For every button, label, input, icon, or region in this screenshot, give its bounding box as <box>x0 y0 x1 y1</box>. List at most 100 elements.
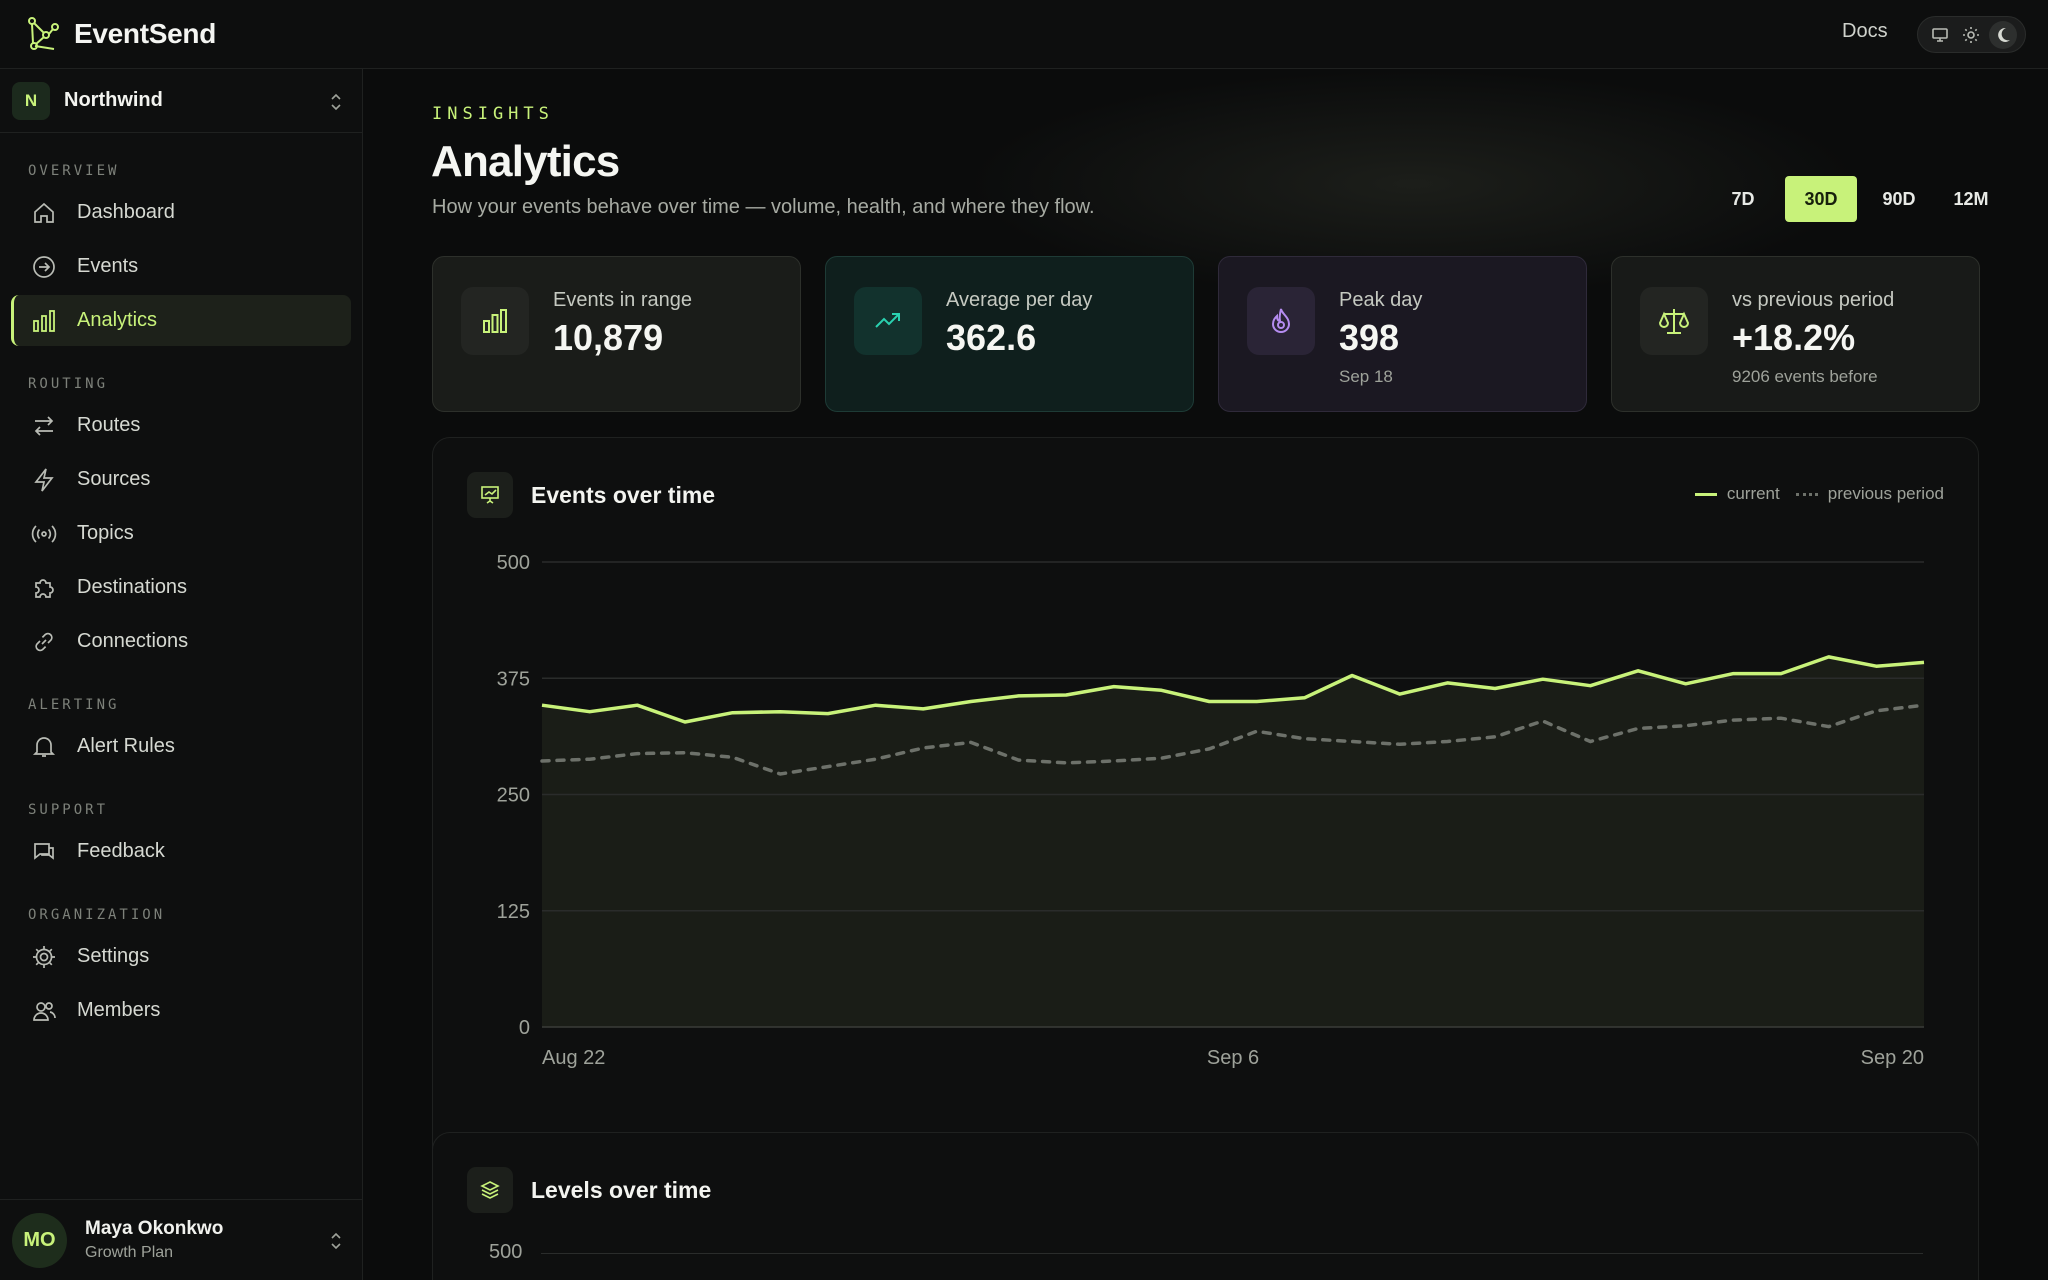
theme-switch[interactable] <box>1917 16 2026 53</box>
nav-section-alerting: ALERTING Alert Rules <box>0 697 362 772</box>
stat-label: Average per day <box>946 289 1093 311</box>
legend-swatch-previous <box>1795 492 1818 496</box>
sidebar-item-label: Alert Rules <box>77 735 175 757</box>
x-tick-label: Sep 20 <box>1861 1047 1924 1069</box>
presentation-chart-icon <box>467 472 513 518</box>
series-line-previous <box>540 703 1926 776</box>
page-eyebrow: INSIGHTS <box>432 104 554 124</box>
bar-chart-icon <box>461 287 529 355</box>
levels-over-time-card: Levels over time 500 <box>432 1132 1979 1280</box>
bell-icon <box>32 736 56 757</box>
sidebar-item-analytics[interactable]: Analytics <box>11 295 351 346</box>
puzzle-icon <box>35 578 54 598</box>
sidebar-item-label: Routes <box>77 414 141 436</box>
sidebar-item-label: Dashboard <box>77 201 175 223</box>
sun-icon[interactable] <box>1957 21 1985 49</box>
range-tab-12m[interactable]: 12M <box>1953 188 1989 209</box>
flame-icon <box>1247 287 1315 355</box>
bolt-icon <box>34 467 54 492</box>
sidebar-item-connections[interactable]: Connections <box>11 616 351 667</box>
stat-value: 398 <box>1339 317 1400 358</box>
stat-subtext: 9206 events before <box>1732 367 1878 386</box>
stat-card-peak-day: Peak day 398 Sep 18 <box>1218 256 1587 412</box>
sidebar-item-label: Members <box>77 999 161 1021</box>
nav-section-overview: OVERVIEW Dashboard Events Analytics <box>0 163 362 346</box>
stat-value: 362.6 <box>946 317 1037 358</box>
sidebar-item-label: Settings <box>77 945 150 967</box>
swap-arrows-icon <box>34 415 54 436</box>
y-tick-label: 250 <box>497 785 530 807</box>
nav-section-support: SUPPORT Feedback <box>0 802 362 877</box>
series-line-current <box>541 655 1925 724</box>
chat-icon <box>34 842 54 860</box>
sidebar-item-events[interactable]: Events <box>11 241 351 292</box>
nav-section-title: ORGANIZATION <box>28 907 166 923</box>
avatar: MO <box>12 1212 67 1268</box>
link-icon <box>35 632 53 651</box>
legend-label-previous: previous period <box>1827 484 1944 503</box>
sidebar-item-destinations[interactable]: Destinations <box>11 562 351 613</box>
sidebar-item-label: Connections <box>77 630 189 652</box>
page-subtitle: How your events behave over time — volum… <box>432 196 1095 218</box>
y-tick-label: 125 <box>497 901 530 923</box>
chart-title: Events over time <box>531 481 716 508</box>
sidebar-item-members[interactable]: Members <box>11 985 351 1036</box>
sidebar-item-label: Sources <box>77 468 151 490</box>
range-tab-7d[interactable]: 7D <box>1731 188 1755 209</box>
range-selector: 7D 30D 90D 12M <box>1713 176 2001 222</box>
chart-legend: current previous period <box>1694 484 1944 504</box>
y-tick-label: 500 <box>489 1241 523 1263</box>
stat-subtext: Sep 18 <box>1339 367 1393 386</box>
area-fill-current <box>542 656 1924 1027</box>
monitor-icon[interactable] <box>1926 21 1954 49</box>
legend-swatch-current <box>1694 492 1717 496</box>
sidebar: N Northwind OVERVIEW Dashboard Events An… <box>0 69 363 1280</box>
y-tick-label: 500 <box>497 552 530 574</box>
org-avatar: N <box>12 81 50 120</box>
events-over-time-card: Events over time current previous period… <box>432 437 1979 1176</box>
sidebar-item-feedback[interactable]: Feedback <box>11 826 351 877</box>
nav-section-title: SUPPORT <box>28 802 109 818</box>
nav-section-title: OVERVIEW <box>28 163 120 179</box>
user-menu[interactable]: MO Maya Okonkwo Growth Plan <box>0 1199 362 1280</box>
range-tab-90d[interactable]: 90D <box>1882 188 1916 209</box>
nav-section-title: ALERTING <box>28 697 120 713</box>
sidebar-item-label: Events <box>77 255 139 277</box>
docs-link[interactable]: Docs <box>1842 20 1888 42</box>
main-content: INSIGHTS Analytics How your events behav… <box>363 69 2048 1280</box>
nav-section-routing: ROUTING Routes Sources Topics Destinatio… <box>0 376 362 667</box>
arrow-circle-icon <box>33 255 55 278</box>
sidebar-item-routes[interactable]: Routes <box>11 400 351 451</box>
bar-chart-icon <box>33 309 55 332</box>
sidebar-item-topics[interactable]: Topics <box>11 508 351 559</box>
sidebar-item-dashboard[interactable]: Dashboard <box>11 187 351 238</box>
org-switcher[interactable]: N Northwind <box>0 69 362 133</box>
range-tab-30d[interactable]: 30D <box>1785 176 1857 222</box>
moon-icon[interactable] <box>1989 20 2018 49</box>
stat-card-vs-previous: vs previous period +18.2% 9206 events be… <box>1611 256 1980 412</box>
user-name: Maya Okonkwo <box>85 1218 224 1239</box>
stat-label: vs previous period <box>1732 289 1895 311</box>
legend-label-current: current <box>1726 484 1780 503</box>
home-icon <box>34 202 54 223</box>
stat-card-events-in-range: Events in range 10,879 <box>432 256 801 412</box>
sidebar-item-settings[interactable]: Settings <box>11 931 351 982</box>
page-title: Analytics <box>431 137 620 186</box>
logo-icon <box>28 17 59 50</box>
sidebar-item-sources[interactable]: Sources <box>11 454 351 505</box>
trend-up-icon <box>854 287 922 355</box>
org-name: Northwind <box>64 89 163 111</box>
sidebar-item-label: Topics <box>77 522 134 544</box>
y-tick-label: 375 <box>497 668 530 690</box>
gear-icon <box>33 945 55 968</box>
brand[interactable]: EventSend <box>24 15 216 53</box>
stat-label: Events in range <box>553 289 692 311</box>
sidebar-item-alert-rules[interactable]: Alert Rules <box>11 721 351 772</box>
stat-value: 10,879 <box>553 317 664 358</box>
sidebar-item-label: Destinations <box>77 576 188 598</box>
user-plan: Growth Plan <box>85 1244 174 1261</box>
layers-icon <box>467 1167 513 1213</box>
scale-icon <box>1640 287 1708 355</box>
users-icon <box>33 1001 56 1021</box>
chevron-updown-icon <box>331 93 341 111</box>
